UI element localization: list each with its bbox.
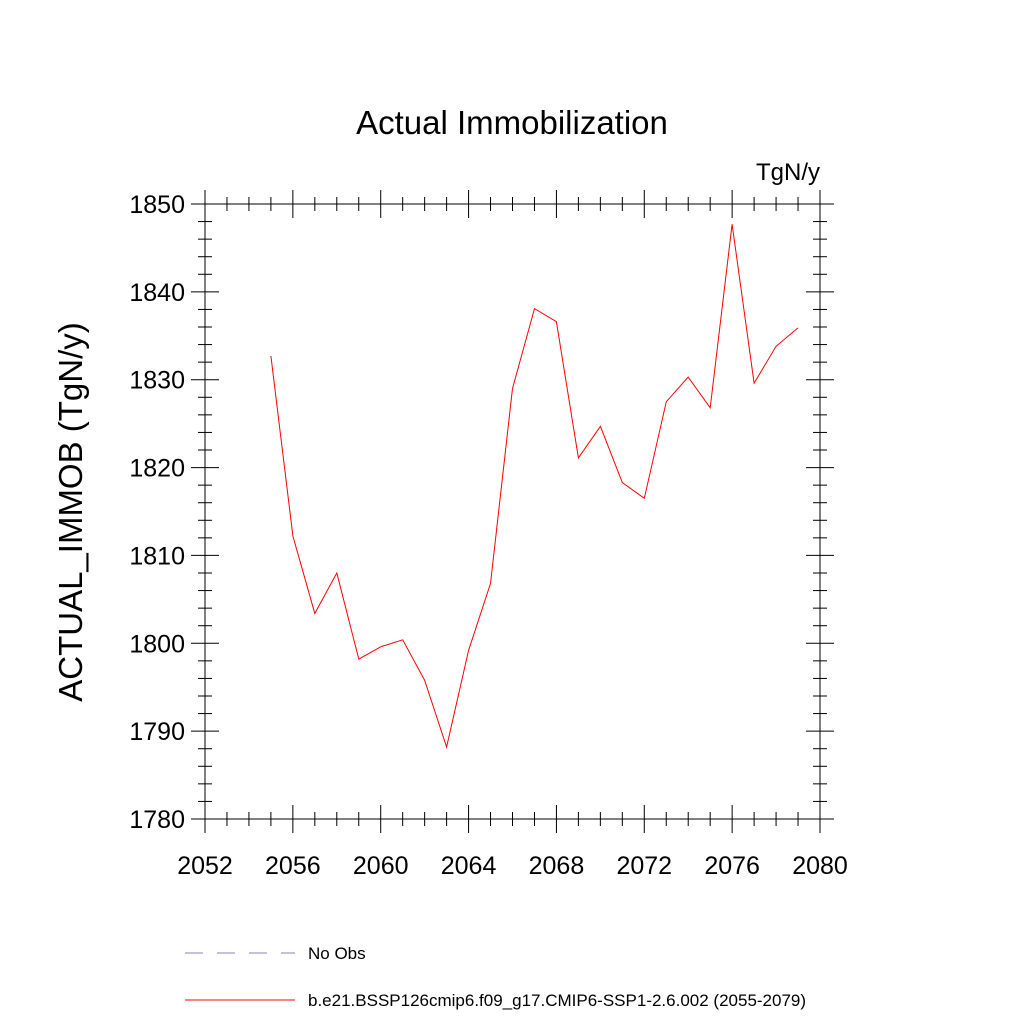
y-tick-label: 1810 bbox=[129, 542, 185, 570]
x-tick-labels: 2052 2056 2060 2064 2068 2072 2076 2080 bbox=[177, 852, 848, 880]
major-ticks bbox=[191, 190, 834, 833]
legend: No Obs b.e21.BSSP126cmip6.f09_g17.CMIP6-… bbox=[185, 944, 806, 1010]
x-tick-label: 2080 bbox=[792, 852, 848, 880]
y-tick-label: 1850 bbox=[129, 191, 185, 219]
units-label: TgN/y bbox=[756, 159, 820, 186]
x-tick-label: 2056 bbox=[265, 852, 321, 880]
chart-title: Actual Immobilization bbox=[356, 104, 668, 141]
y-tick-label: 1780 bbox=[129, 806, 185, 834]
plot-frame bbox=[204, 203, 821, 820]
y-tick-label: 1790 bbox=[129, 718, 185, 746]
y-tick-labels: 1780 1790 1800 1810 1820 1830 1840 1850 bbox=[129, 191, 185, 834]
x-tick-label: 2060 bbox=[353, 852, 409, 880]
y-tick-label: 1800 bbox=[129, 630, 185, 658]
series-line bbox=[270, 224, 799, 749]
legend-label-model-run: b.e21.BSSP126cmip6.f09_g17.CMIP6-SSP1-2.… bbox=[308, 991, 806, 1010]
x-tick-label: 2064 bbox=[441, 852, 497, 880]
x-tick-label: 2072 bbox=[616, 852, 672, 880]
x-tick-label: 2076 bbox=[704, 852, 760, 880]
y-tick-label: 1830 bbox=[129, 367, 185, 395]
y-tick-label: 1840 bbox=[129, 279, 185, 307]
legend-label-no-obs: No Obs bbox=[308, 944, 366, 963]
x-tick-label: 2052 bbox=[177, 852, 233, 880]
y-axis-label: ACTUAL_IMMOB (TgN/y) bbox=[52, 322, 89, 702]
x-tick-label: 2068 bbox=[529, 852, 585, 880]
minor-ticks bbox=[198, 197, 827, 826]
y-tick-label: 1820 bbox=[129, 455, 185, 483]
